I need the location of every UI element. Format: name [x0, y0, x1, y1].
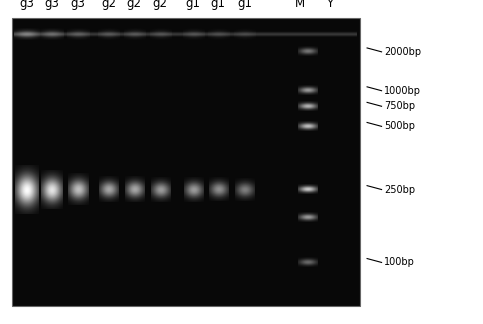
Text: g2: g2 [153, 0, 168, 10]
Text: g3: g3 [45, 0, 59, 10]
Text: g3: g3 [19, 0, 34, 10]
Text: 750bp: 750bp [384, 101, 415, 111]
Text: g3: g3 [71, 0, 85, 10]
Text: 250bp: 250bp [384, 185, 415, 194]
Text: g2: g2 [101, 0, 116, 10]
Text: 500bp: 500bp [384, 122, 415, 131]
Text: 1000bp: 1000bp [384, 86, 421, 96]
Bar [12, 18, 360, 306]
Text: Y: Y [326, 0, 333, 10]
Text: g2: g2 [127, 0, 142, 10]
Text: g1: g1 [237, 0, 252, 10]
Text: g1: g1 [211, 0, 226, 10]
Text: 2000bp: 2000bp [384, 47, 421, 57]
Text: M: M [295, 0, 304, 10]
Text: 100bp: 100bp [384, 258, 415, 267]
Text: g1: g1 [185, 0, 201, 10]
